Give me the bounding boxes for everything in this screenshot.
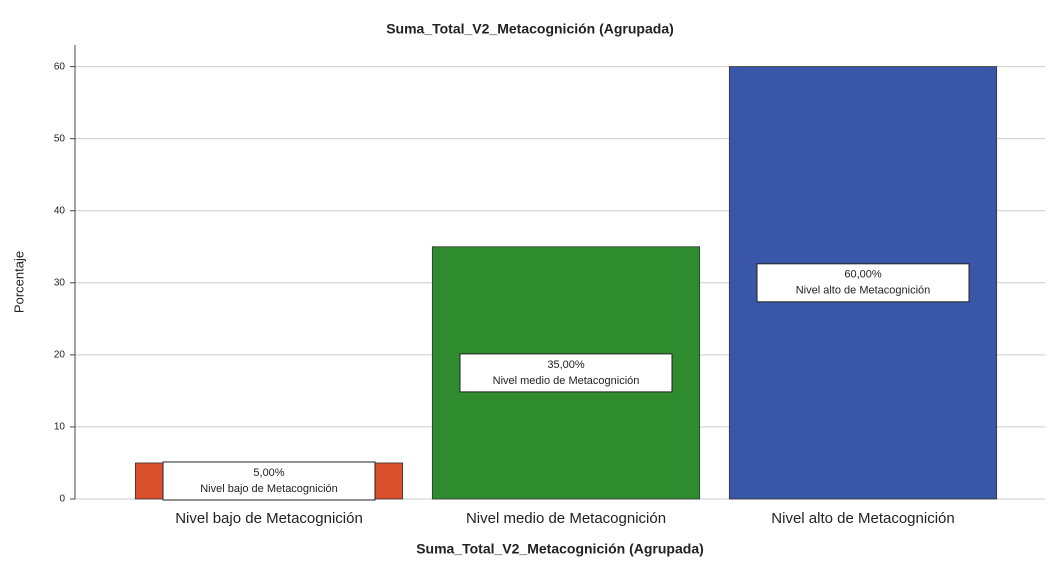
chart-title: Suma_Total_V2_Metacognición (Agrupada) — [386, 21, 674, 37]
x-tick-label: Nivel alto de Metacognición — [771, 510, 954, 527]
x-axis-label: Suma_Total_V2_Metacognición (Agrupada) — [416, 541, 704, 557]
y-tick-label: 50 — [54, 133, 66, 144]
y-tick-label: 20 — [54, 350, 66, 361]
label-box — [162, 461, 376, 501]
data-label: 60,00% — [844, 269, 882, 281]
y-tick-label: 10 — [54, 422, 66, 433]
label-box — [756, 263, 970, 303]
data-label: 5,00% — [253, 467, 284, 479]
data-label-category: Nivel alto de Metacognición — [796, 285, 931, 297]
label-box — [459, 353, 673, 393]
data-label-category: Nivel medio de Metacognición — [493, 375, 640, 387]
y-tick-label: 0 — [59, 494, 65, 505]
y-axis-label: Porcentaje — [11, 251, 26, 313]
x-tick-label: Nivel medio de Metacognición — [466, 510, 666, 527]
y-tick-label: 30 — [54, 277, 66, 288]
y-tick-label: 60 — [54, 61, 66, 72]
data-label: 35,00% — [547, 359, 585, 371]
x-tick-label: Nivel bajo de Metacognición — [175, 510, 363, 527]
y-tick-label: 40 — [54, 205, 66, 216]
data-label-category: Nivel bajo de Metacognición — [200, 483, 338, 495]
